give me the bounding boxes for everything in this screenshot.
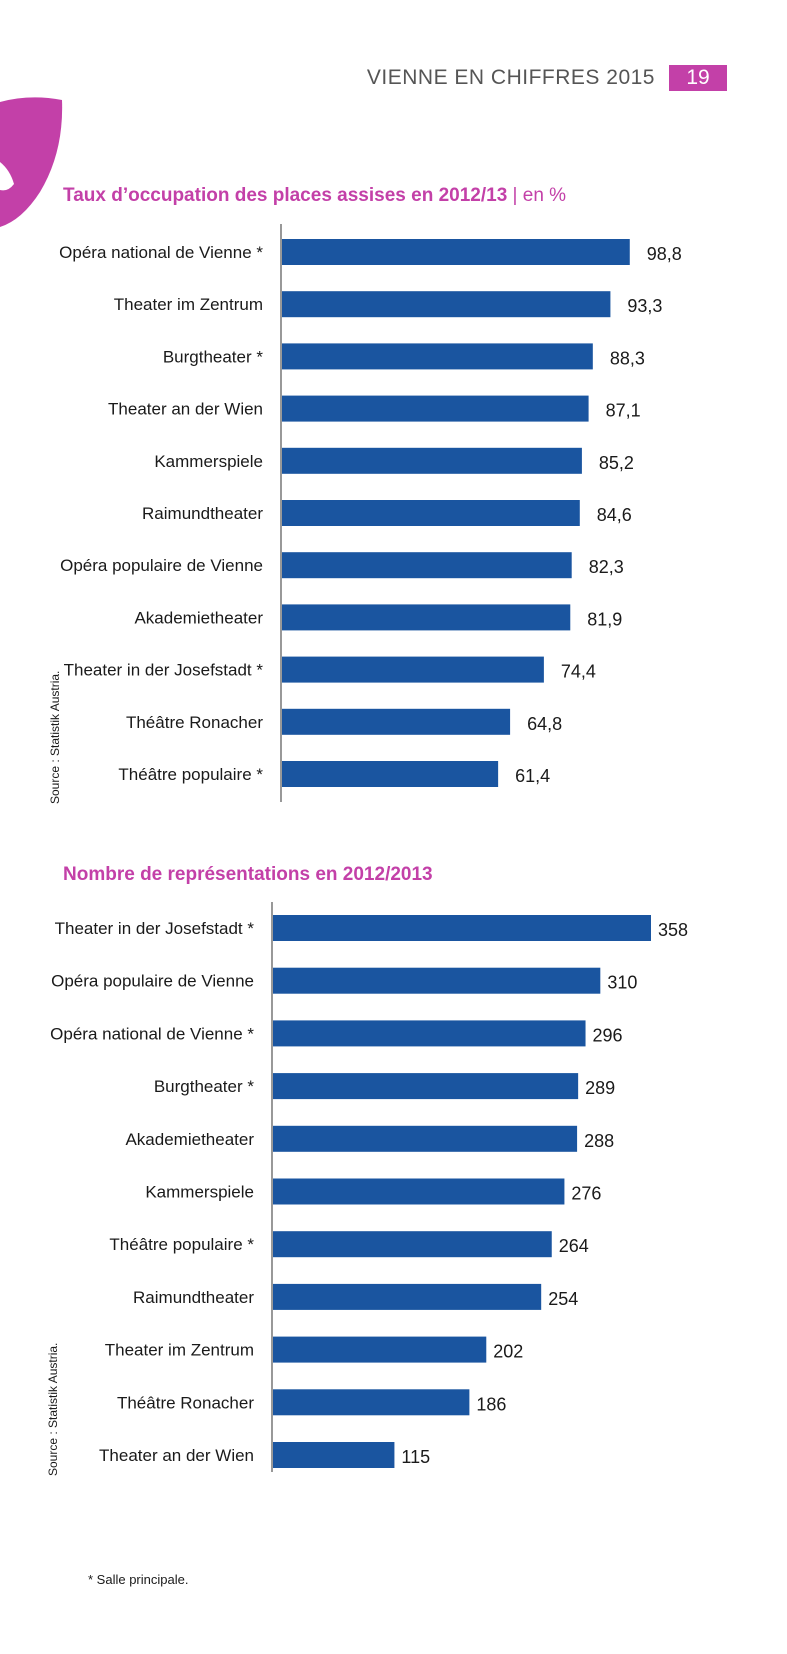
theatre-mask-icon	[0, 97, 63, 227]
occupancy-chart: Opéra national de Vienne * 98,8 Theater im…	[59, 224, 682, 802]
occupancy-bar	[282, 604, 571, 631]
performances-value-label: 115	[401, 1447, 430, 1467]
occupancy-value-label: 74,4	[561, 662, 596, 682]
performances-bar	[273, 967, 601, 994]
performances-value-label: 186	[476, 1394, 506, 1414]
occupancy-category-label: Theater im Zentrum	[114, 295, 263, 314]
performances-value-label: 296	[593, 1025, 623, 1045]
performances-value-label: 358	[658, 920, 688, 940]
occupancy-category-label: Raimundtheater	[142, 504, 263, 523]
occupancy-category-label: Akademietheater	[134, 608, 263, 627]
performances-category-label: Akademietheater	[125, 1130, 254, 1149]
performances-category-label: Theater im Zentrum	[105, 1341, 254, 1360]
occupancy-value-label: 81,9	[587, 609, 622, 629]
occupancy-value-label: 93,3	[627, 296, 662, 316]
performances-bar	[273, 1125, 578, 1152]
performances-chart: Theater in der Josefstadt * 358 Opéra popu…	[50, 902, 688, 1472]
occupancy-value-label: 84,6	[597, 505, 632, 525]
performances-bar	[273, 1073, 579, 1100]
performances-bar	[273, 1231, 552, 1258]
performances-value-label: 289	[585, 1078, 615, 1098]
occupancy-value-label: 88,3	[610, 348, 645, 368]
performances-bar	[273, 1283, 542, 1310]
performances-bar	[273, 1336, 487, 1363]
performances-value-label: 202	[493, 1342, 523, 1362]
occupancy-category-label: Theater an der Wien	[108, 400, 263, 419]
performances-value-label: 276	[571, 1184, 601, 1204]
performances-value-label: 310	[607, 973, 637, 993]
performances-bar	[273, 915, 651, 941]
occupancy-bar	[282, 447, 582, 474]
occupancy-value-label: 64,8	[527, 714, 562, 734]
occupancy-value-label: 61,4	[515, 766, 550, 786]
performances-chart-title-text: Nombre de représentations en 2012/2013	[63, 864, 433, 885]
occupancy-category-label: Théâtre Ronacher	[126, 713, 263, 732]
performances-bar	[273, 1178, 565, 1205]
performances-category-label: Théâtre populaire *	[109, 1235, 254, 1254]
occupancy-chart-title-text: Taux d’occupation des places assises en …	[63, 185, 508, 206]
performances-value-label: 288	[584, 1131, 614, 1151]
page-header: VIENNE EN CHIFFRES 2015 19	[367, 64, 727, 92]
performances-chart-source: Source : Statistik Austria.	[46, 1342, 60, 1476]
occupancy-bar	[282, 395, 589, 422]
performances-category-label: Kammerspiele	[145, 1183, 254, 1202]
occupancy-bar	[282, 500, 580, 526]
occupancy-bar	[282, 761, 499, 787]
occupancy-value-label: 85,2	[599, 453, 634, 473]
occupancy-bar	[282, 291, 611, 318]
performances-category-label: Opéra national de Vienne *	[50, 1024, 254, 1043]
occupancy-value-label: 87,1	[606, 401, 641, 421]
occupancy-category-label: Burgtheater *	[163, 347, 264, 366]
occupancy-bar	[282, 656, 544, 683]
performances-value-label: 264	[559, 1236, 589, 1256]
performances-category-label: Theater an der Wien	[99, 1446, 254, 1465]
occupancy-category-label: Kammerspiele	[154, 452, 263, 471]
performances-category-label: Raimundtheater	[133, 1288, 254, 1307]
occupancy-chart-title: Taux d’occupation des places assises en …	[63, 185, 566, 207]
occupancy-category-label: Opéra national de Vienne *	[59, 243, 263, 262]
performances-category-label: Opéra populaire de Vienne	[51, 972, 254, 991]
page-number-badge: 19	[669, 65, 727, 91]
occupancy-bar	[282, 239, 630, 265]
occupancy-chart-source: Source : Statistik Austria.	[48, 670, 62, 804]
occupancy-chart-unit: | en %	[512, 185, 567, 206]
occupancy-bar	[282, 343, 593, 370]
performances-chart-title: Nombre de représentations en 2012/2013	[63, 864, 433, 886]
performances-category-label: Burgtheater *	[154, 1077, 255, 1096]
footnote: * Salle principale.	[88, 1572, 189, 1587]
occupancy-category-label: Théâtre populaire *	[118, 765, 263, 784]
performances-category-label: Théâtre Ronacher	[117, 1393, 254, 1412]
publication-title: VIENNE EN CHIFFRES 2015	[366, 66, 655, 89]
occupancy-bar	[282, 708, 511, 735]
performances-category-label: Theater in der Josefstadt *	[55, 919, 255, 938]
performances-bar	[273, 1020, 586, 1047]
performances-bar	[273, 1389, 470, 1416]
occupancy-value-label: 82,3	[589, 557, 624, 577]
occupancy-category-label: Opéra populaire de Vienne	[60, 556, 263, 575]
occupancy-bar	[282, 552, 572, 579]
performances-bar	[273, 1442, 395, 1468]
occupancy-category-label: Theater in der Josefstadt *	[64, 661, 264, 680]
performances-value-label: 254	[548, 1289, 578, 1309]
occupancy-value-label: 98,8	[647, 244, 682, 264]
